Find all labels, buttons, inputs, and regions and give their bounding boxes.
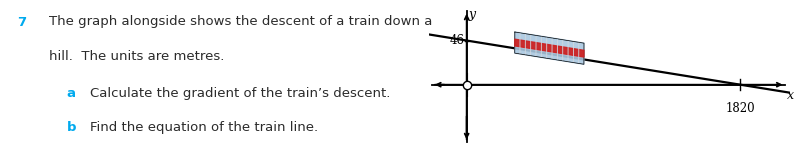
Text: 1820: 1820 [726,102,755,115]
Text: The graph alongside shows the descent of a train down a: The graph alongside shows the descent of… [50,16,433,29]
Text: y: y [468,8,476,21]
Polygon shape [515,39,584,57]
Text: b: b [67,121,76,134]
Text: 46: 46 [450,34,464,47]
Text: 7: 7 [17,16,26,29]
Text: Calculate the gradient of the train’s descent.: Calculate the gradient of the train’s de… [90,87,391,100]
Text: x: x [787,89,794,102]
Text: a: a [67,87,75,100]
Text: hill.  The units are metres.: hill. The units are metres. [50,50,225,63]
Polygon shape [515,32,584,64]
Text: Find the equation of the train line.: Find the equation of the train line. [90,121,318,134]
